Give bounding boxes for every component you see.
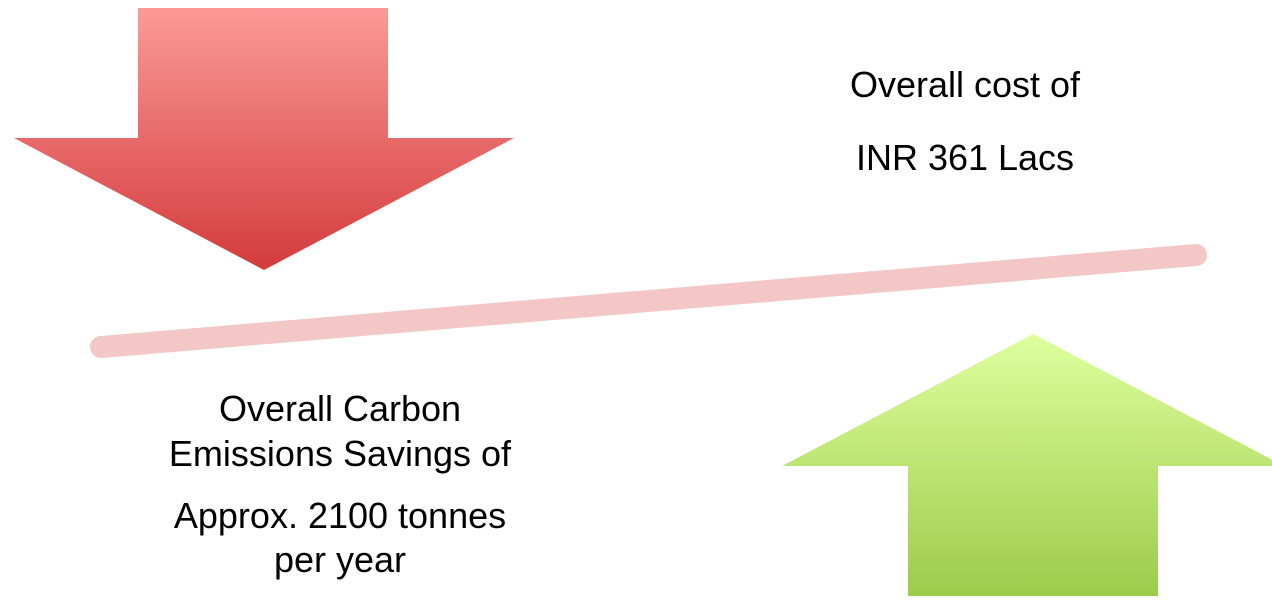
cost-line: INR 361 Lacs [856, 137, 1074, 178]
savings-line: Overall Carbon [219, 388, 461, 429]
balance-beam [90, 244, 1207, 358]
cost-line: Overall cost of [850, 64, 1081, 105]
savings-line: per year [274, 539, 406, 580]
savings-line: Emissions Savings of [169, 433, 512, 474]
savings-line: Approx. 2100 tonnes [174, 495, 506, 536]
down-arrow [14, 8, 514, 270]
up-arrow [782, 334, 1272, 596]
